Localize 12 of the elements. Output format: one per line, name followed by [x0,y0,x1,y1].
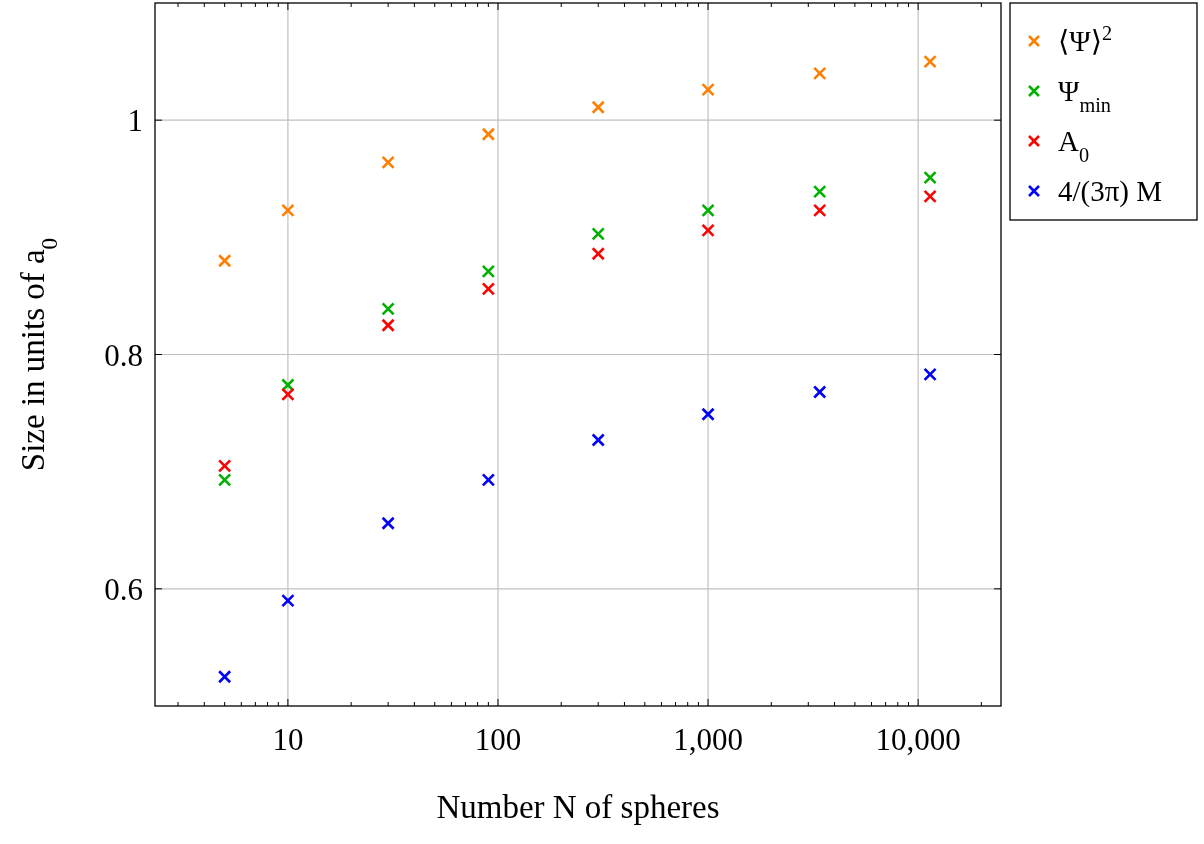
y-tick-label: 0.8 [104,337,143,373]
legend-label: A$_{0}$ [1058,125,1090,166]
y-tick-label: 1 [127,103,143,139]
x-tick-label: 10,000 [875,722,961,757]
legend-label: 4/(3π) M [1058,175,1163,208]
legend-label: ⟨Ψ⟩$^{2}$ [1058,22,1113,57]
x-axis-title: Number N of spheres [436,789,720,825]
legend-label: Ψ$_{min}$ [1058,75,1111,116]
x-tick-label: 1,000 [673,722,743,757]
x-tick-label: 100 [474,722,522,757]
y-tick-label: 0.6 [104,571,143,607]
x-tick-label: 10 [272,722,304,757]
